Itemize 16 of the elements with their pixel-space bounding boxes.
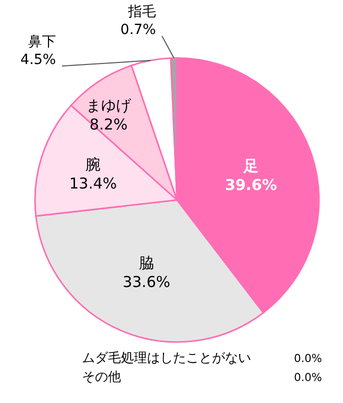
data-label: 4.5% — [20, 52, 56, 68]
text: 0.0% — [294, 371, 322, 384]
slice-label: 足 — [242, 156, 258, 175]
category-label: ムダ毛処理はしたことがない — [82, 351, 251, 366]
slice-label: 脇 — [138, 254, 154, 272]
data-label: 33.6% — [122, 272, 170, 291]
slice-label: 鼻下 — [28, 34, 56, 50]
data-label: 8.2% — [90, 116, 128, 134]
slice-label: まゆげ — [86, 96, 132, 115]
slice-label: 指毛 — [127, 4, 156, 20]
category-label: その他 — [82, 370, 121, 385]
data-label: 0.7% — [120, 22, 156, 38]
slice-label: 腕 — [86, 155, 101, 174]
data-label: 39.6% — [224, 176, 277, 194]
data-label: 13.4% — [69, 174, 117, 192]
text: 0.0% — [294, 352, 322, 365]
